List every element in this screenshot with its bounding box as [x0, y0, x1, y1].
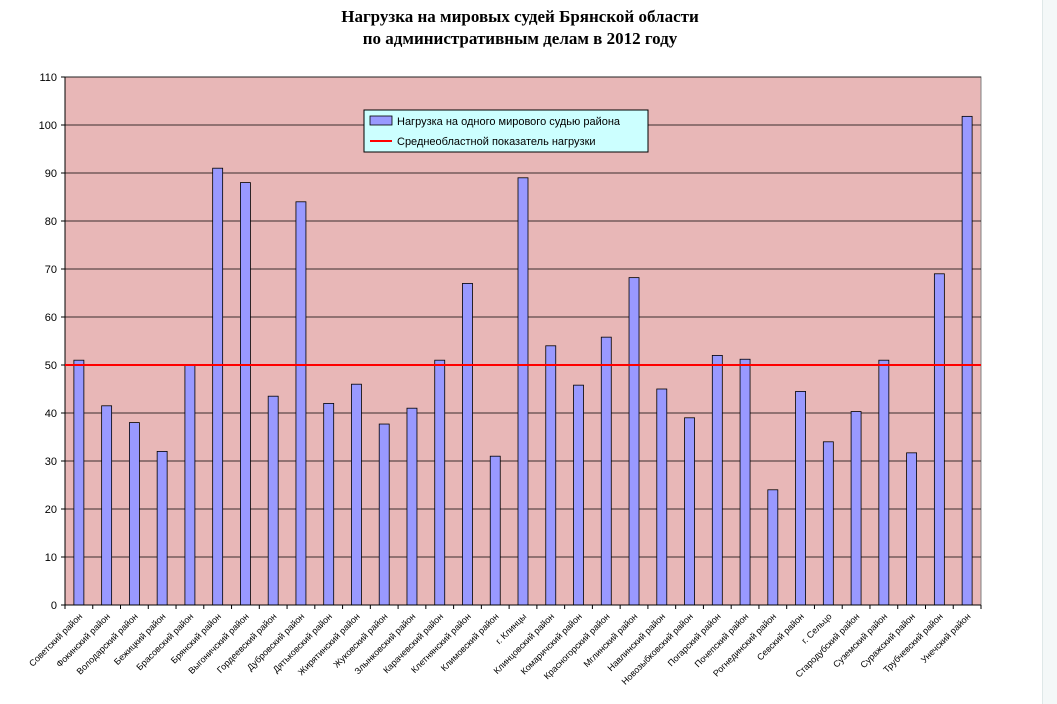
y-axis: 0 10 20 30 40 50 60 70 80 90 100 110 — [39, 72, 66, 612]
bar — [822, 441, 834, 606]
legend-box — [363, 109, 649, 153]
bar — [711, 354, 723, 606]
y-tick-label: 20 — [45, 504, 57, 516]
legend: Нагрузка на одного мирового судью района… — [363, 109, 649, 153]
bar — [739, 358, 751, 606]
bar — [656, 388, 668, 606]
bar — [434, 359, 446, 606]
y-tick-label: 40 — [45, 408, 57, 420]
bar — [267, 395, 279, 606]
y-tick-label: 100 — [39, 120, 57, 132]
bar — [795, 390, 806, 606]
bar — [323, 402, 335, 606]
legend-swatch-bars — [369, 115, 393, 126]
bar — [545, 345, 557, 606]
bar — [406, 407, 418, 606]
bar — [295, 201, 307, 606]
chart-title-block: Нагрузка на мировых судей Брянской облас… — [150, 6, 890, 50]
x-tick-label: Унечский район — [919, 611, 973, 665]
bar — [351, 383, 362, 606]
bar — [573, 384, 584, 606]
bar — [684, 417, 695, 606]
bar — [628, 277, 640, 606]
y-tick-label: 10 — [45, 552, 57, 564]
y-tick-label: 90 — [45, 168, 57, 180]
bar — [378, 423, 390, 606]
bar — [850, 411, 862, 606]
y-tick-label: 50 — [45, 360, 57, 372]
y-tick-label: 110 — [39, 72, 57, 84]
y-tick-label: 80 — [45, 216, 57, 228]
bar — [767, 489, 779, 606]
bar — [906, 452, 918, 606]
chart-title: Нагрузка на мировых судей Брянской облас… — [341, 7, 699, 26]
right-edge-strip — [1042, 0, 1057, 704]
y-tick-label: 30 — [45, 456, 57, 468]
y-tick-label: 60 — [45, 312, 57, 324]
bar — [600, 336, 612, 606]
bar — [933, 273, 945, 606]
chart-subtitle: по административным делам в 2012 году — [362, 29, 678, 48]
bar — [212, 167, 224, 606]
bar — [240, 182, 251, 606]
bar — [184, 364, 196, 606]
legend-label-bars: Нагрузка на одного мирового судью района — [397, 116, 621, 128]
bar — [961, 115, 973, 606]
y-tick-label: 70 — [45, 264, 57, 276]
bar — [101, 405, 113, 606]
legend-label-line: Среднеобластной показатель нагрузки — [397, 136, 596, 148]
bars — [73, 115, 973, 606]
bar — [128, 422, 140, 606]
y-tick-label: 0 — [51, 600, 57, 612]
bar — [878, 359, 890, 606]
bar — [73, 359, 85, 606]
bar — [462, 282, 473, 606]
bar — [517, 177, 529, 606]
bar — [156, 450, 168, 606]
bar — [489, 455, 501, 606]
x-tick-label: Брянский район — [169, 611, 223, 665]
